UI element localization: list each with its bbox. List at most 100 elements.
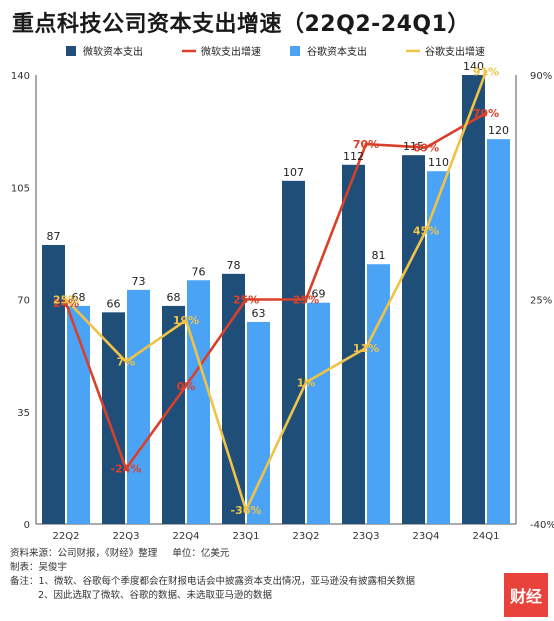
left-tick-label: 105 [11,183,30,194]
line-value-label: 69% [413,142,439,155]
bar [102,312,125,524]
line-value-label: -24% [111,463,142,476]
right-tick-label: 25% [530,296,552,307]
source-line: 资料来源：公司财报，《财经》整理 单位：亿美元 [10,547,415,561]
bar-value-label: 76 [192,265,206,278]
note-1: 备注：1、微软、谷歌每个季度都会在财报电话会中披露资本支出情况，亚马逊没有披露相… [10,576,416,587]
line-value-label: 7% [117,356,136,369]
line-value-label: 79% [473,107,499,120]
source-text: 资料来源：公司财报，《财经》整理 [10,548,158,559]
data-labels: 87 66 68 78 107 112 115 140 68 73 76 63 69 81 110 120 24… [47,60,510,517]
bar [367,264,390,524]
x-tick-label: 22Q4 [173,531,200,542]
line-point [484,111,488,115]
left-tick-label: 70 [17,296,30,307]
x-tick-label: 23Q2 [293,531,320,542]
bar-value-label: 115 [403,140,424,153]
right-tick-label: -40% [530,520,554,531]
bar-value-label: 81 [372,249,386,262]
bar-value-label: 107 [283,166,304,179]
line-value-label: 45% [413,224,439,237]
bar [42,244,65,524]
line-point [424,146,428,150]
lines [64,70,488,512]
line-value-label: -36% [231,504,262,517]
bar [67,305,90,524]
axes: 0 35 70 105 140 -40% 25% 90% 22Q2 22Q3 22Q4 23Q1 23Q… [11,71,554,542]
line-point [424,228,428,232]
line-value-label: 24% [53,297,79,310]
left-tick-label: 35 [17,408,30,419]
legend-label: 微软支出增速 [201,45,261,58]
note-2: 2、因此选取了微软、谷歌的数据、未选取亚马逊的数据 [38,590,273,601]
line-value-label: 70% [353,138,379,151]
line-point [304,298,308,301]
x-tick-label: 23Q3 [353,531,380,542]
line-point [184,318,188,322]
bar-value-label: 87 [47,230,61,243]
bar [282,180,305,525]
line-point [244,508,248,512]
chart-title: 重点科技公司资本支出增速（22Q2-24Q1） [12,12,470,37]
line-point [64,298,68,301]
bar [427,171,450,524]
bar-value-label: 63 [252,307,266,320]
x-tick-label: 23Q1 [233,531,260,542]
line-value-label: 0% [177,380,196,393]
unit-text: 单位：亿美元 [172,548,230,559]
line-value-label: 11% [353,342,379,355]
bar-value-label: 112 [343,150,364,163]
x-tick-label: 23Q4 [413,531,440,542]
line-point [244,298,248,301]
bar-value-label: 73 [132,275,146,288]
bar [402,155,425,524]
line-point [364,346,368,350]
line-value-label: 25% [293,294,319,307]
line-value-label: 91% [473,66,499,79]
bar-value-label: 110 [428,156,449,169]
bar [162,305,185,524]
left-tick-label: 140 [11,71,30,82]
line-value-label: 25% [53,294,79,307]
x-tick-label: 24Q1 [473,531,500,542]
line-value-label: 25% [233,294,259,307]
legend: 微软资本支出 微软支出增速 谷歌资本支出 谷歌支出增速 [66,45,485,58]
line-point [484,70,488,74]
bar [247,321,270,524]
bars [42,75,510,525]
chart: 微软资本支出 微软支出增速 谷歌资本支出 谷歌支出增速 0 35 70 105 140 -40%… [11,45,554,542]
line-point [124,360,128,364]
bar-value-label: 68 [167,291,181,304]
x-tick-label: 22Q2 [53,531,80,542]
maker-text: 制表：吴俊宇 [10,562,68,573]
footer: 资料来源：公司财报，《财经》整理 单位：亿美元 制表：吴俊宇 备注：1、微软、谷… [10,547,415,603]
series-line [64,111,487,471]
bar-value-label: 66 [107,297,121,310]
bar-value-label: 78 [227,259,241,272]
line-point [364,142,368,146]
bar [487,139,510,524]
legend-label: 谷歌资本支出 [307,45,367,58]
bar [342,164,365,525]
line-value-label: 19% [173,314,199,327]
bar [307,302,330,524]
line-point [124,467,128,471]
bar [462,75,485,524]
line-point [184,384,188,388]
right-tick-label: 90% [530,71,552,82]
left-tick-label: 0 [24,520,30,531]
line-point [304,380,308,384]
line-value-label: 1% [297,376,316,389]
legend-label: 谷歌支出增速 [425,45,485,58]
bar-value-label: 69 [312,288,326,301]
legend-swatch [66,46,76,56]
legend-label: 微软资本支出 [83,45,143,58]
bar-value-label: 120 [488,124,509,137]
x-tick-label: 22Q3 [113,531,140,542]
caijing-logo: 财经 [504,573,548,617]
bar [127,289,150,524]
bar [222,273,245,524]
line-point [64,301,68,305]
bar-value-label: 68 [72,291,86,304]
legend-swatch [290,46,300,56]
